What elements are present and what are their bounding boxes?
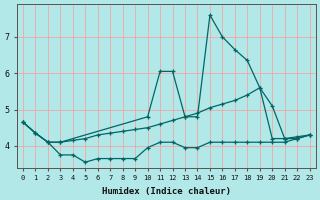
X-axis label: Humidex (Indice chaleur): Humidex (Indice chaleur) (102, 187, 231, 196)
